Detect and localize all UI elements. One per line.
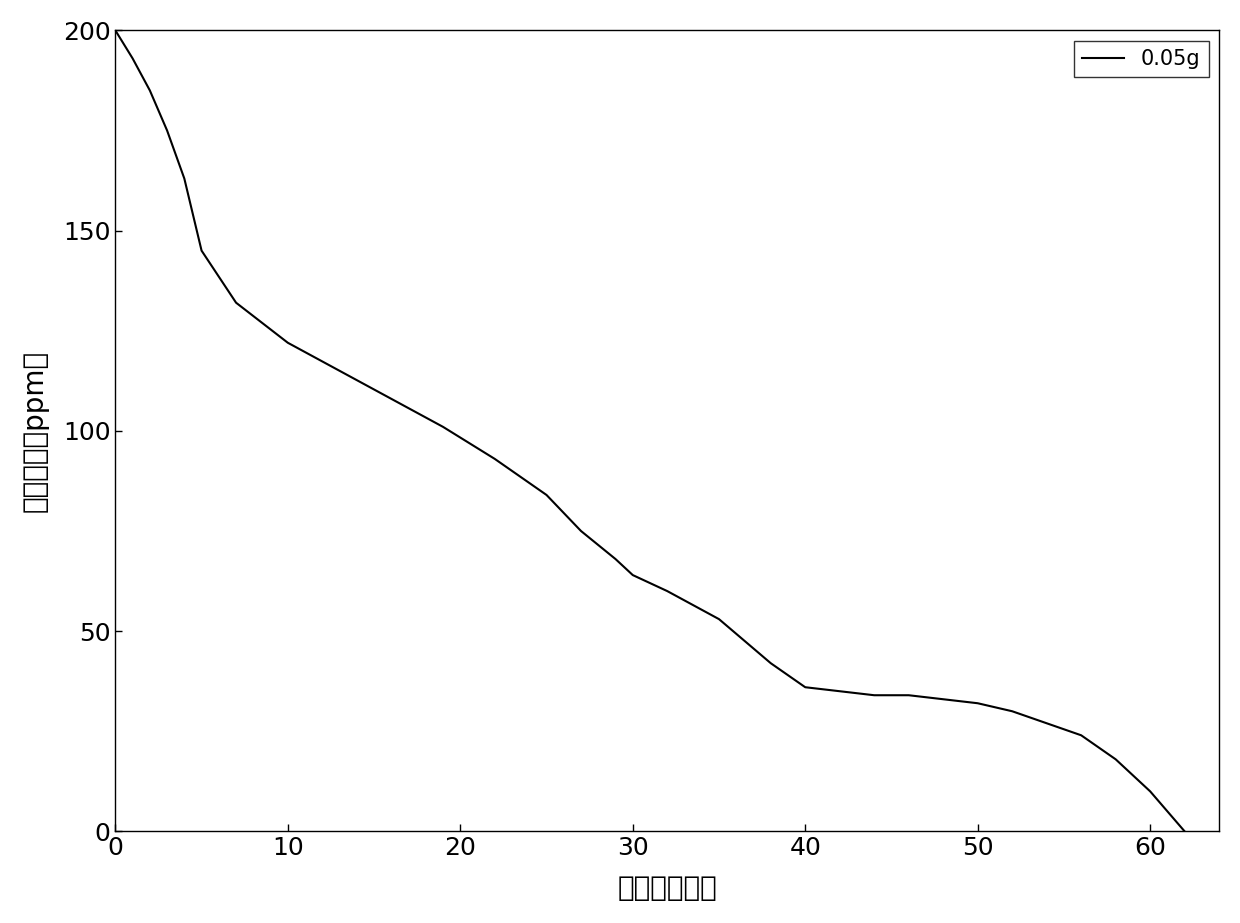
0.05g — [1074, 730, 1089, 741]
0.05g — [660, 585, 675, 596]
0.05g — [901, 689, 916, 701]
0.05g — [108, 25, 123, 36]
0.05g — [332, 366, 347, 377]
0.05g — [764, 658, 779, 669]
0.05g — [1177, 826, 1192, 837]
0.05g — [280, 337, 295, 348]
0.05g — [1109, 754, 1123, 765]
0.05g — [970, 698, 985, 709]
0.05g — [435, 421, 450, 432]
0.05g — [832, 686, 847, 697]
0.05g — [625, 569, 640, 581]
0.05g — [1039, 718, 1054, 729]
0.05g — [712, 614, 727, 625]
Y-axis label: 甲醇浓度（ppm）: 甲醇浓度（ppm） — [21, 350, 48, 512]
Legend: 0.05g: 0.05g — [1074, 41, 1209, 78]
Line: 0.05g: 0.05g — [115, 30, 1184, 832]
0.05g — [160, 125, 175, 136]
0.05g — [195, 246, 210, 257]
0.05g — [143, 85, 157, 96]
0.05g — [867, 689, 882, 701]
0.05g — [384, 393, 399, 404]
X-axis label: 时间（分钟）: 时间（分钟） — [618, 874, 717, 902]
0.05g — [574, 525, 589, 536]
0.05g — [797, 682, 812, 693]
0.05g — [1143, 785, 1158, 797]
0.05g — [608, 554, 622, 565]
0.05g — [1004, 706, 1019, 717]
0.05g — [177, 173, 192, 184]
0.05g — [936, 694, 951, 705]
0.05g — [539, 489, 554, 500]
0.05g — [487, 453, 502, 464]
0.05g — [228, 297, 243, 308]
0.05g — [125, 53, 140, 64]
